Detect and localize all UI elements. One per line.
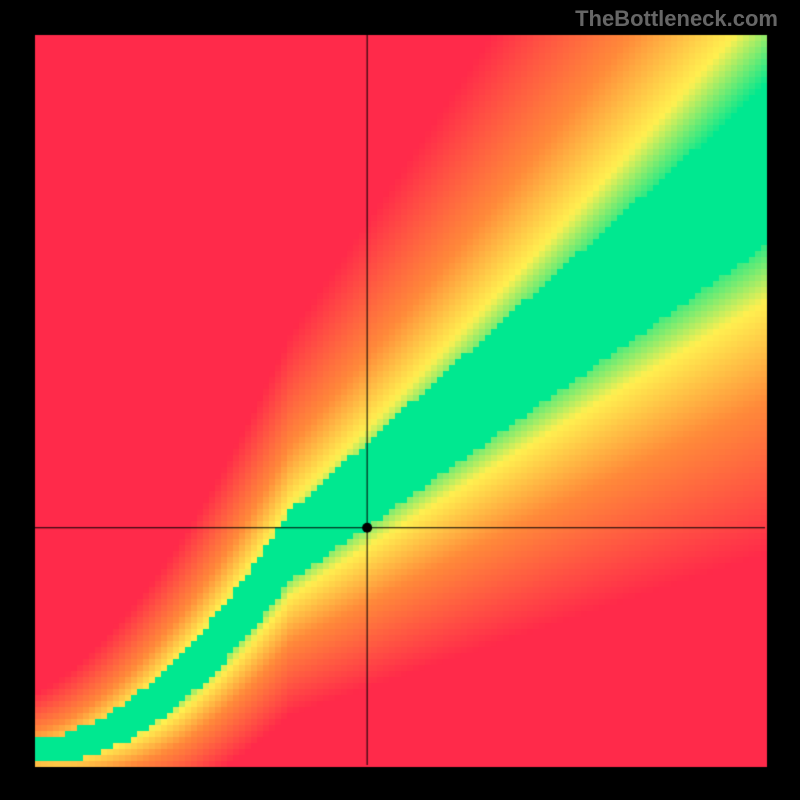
- heatmap-canvas: [0, 0, 800, 800]
- watermark-text: TheBottleneck.com: [575, 6, 778, 32]
- chart-container: TheBottleneck.com: [0, 0, 800, 800]
